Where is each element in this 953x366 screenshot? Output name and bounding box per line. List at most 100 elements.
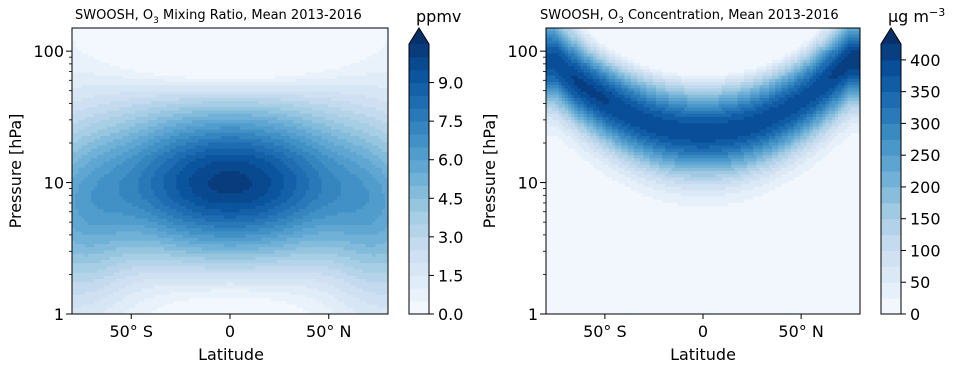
contour-cell [157, 85, 162, 89]
contour-cell [90, 75, 95, 80]
contour-cell [362, 164, 367, 169]
contour-cell [173, 101, 177, 105]
contour-cell [147, 113, 152, 118]
contour-cell [75, 56, 79, 61]
contour-cell [106, 129, 111, 134]
contour-cell [264, 82, 269, 86]
contour-cell [113, 28, 117, 32]
contour-cell [78, 37, 83, 42]
contour-cell [353, 34, 357, 39]
contour-cell [356, 139, 361, 143]
contour-cell [192, 142, 196, 147]
contour-cell [122, 85, 127, 89]
contour-cell [72, 158, 76, 163]
contour-cell [166, 66, 171, 70]
contour-cell [369, 113, 373, 118]
contour-cell [255, 75, 260, 80]
contour-cell [116, 180, 120, 185]
contour-cell [176, 50, 181, 55]
contour-cell [315, 132, 320, 137]
contour-cell [72, 155, 76, 159]
contour-cell [290, 75, 294, 80]
contour-cell [236, 180, 241, 185]
contour-cell [90, 110, 95, 115]
contour-cell [280, 180, 285, 185]
contour-cell [327, 43, 332, 48]
contour-cell [116, 53, 120, 58]
contour-cell [248, 145, 253, 150]
contour-cell [147, 28, 152, 32]
contour-cell [214, 142, 218, 147]
contour-cell [204, 91, 209, 96]
contour-cell [359, 34, 364, 39]
contour-cell [132, 180, 136, 185]
contour-cell [84, 37, 89, 42]
contour-cell [220, 142, 225, 147]
contour-cell [267, 78, 272, 83]
contour-cell [192, 116, 196, 121]
contour-cell [245, 171, 250, 175]
contour-cell [160, 177, 165, 182]
contour-cell [217, 158, 222, 163]
contour-cell [169, 180, 174, 185]
contour-cell [116, 43, 120, 48]
contour-cell [280, 167, 285, 172]
contour-cell [296, 161, 301, 166]
contour-cell [293, 123, 297, 128]
contour-cell [264, 94, 269, 99]
contour-cell [369, 82, 373, 86]
contour-cell [277, 34, 282, 39]
contour-cell [97, 72, 102, 77]
contour-cell [362, 78, 367, 83]
contour-cell [113, 158, 117, 163]
contour-cell [331, 123, 335, 128]
contour-cell [334, 174, 339, 178]
contour-cell [293, 158, 297, 163]
contour-cell [277, 50, 282, 55]
contour-cell [258, 82, 263, 86]
contour-cell [109, 158, 114, 163]
contour-cell [296, 56, 301, 61]
contour-cell [84, 164, 89, 169]
contour-cell [151, 43, 155, 48]
contour-cell [331, 155, 335, 159]
contour-cell [296, 113, 301, 118]
contour-cell [296, 123, 301, 128]
contour-cell [359, 88, 364, 93]
contour-cell [198, 129, 203, 134]
contour-cell [106, 161, 111, 166]
contour-cell [274, 85, 278, 89]
contour-cell [233, 123, 237, 128]
contour-cell [135, 97, 139, 102]
contour-cell [245, 78, 250, 83]
contour-cell [185, 47, 190, 51]
contour-cell [384, 91, 388, 96]
contour-cell [217, 174, 222, 178]
contour-cell [141, 151, 146, 156]
contour-cell [90, 116, 95, 121]
contour-cell [381, 164, 386, 169]
contour-cell [226, 148, 231, 153]
contour-cell [372, 94, 376, 99]
contour-cell [277, 47, 282, 51]
contour-cell [252, 145, 256, 150]
contour-cell [252, 107, 256, 112]
contour-cell [302, 66, 307, 70]
contour-cell [312, 40, 316, 45]
contour-cell [331, 158, 335, 163]
contour-cell [182, 104, 187, 109]
contour-cell [192, 139, 196, 143]
contour-cell [365, 164, 370, 169]
contour-cell [381, 31, 386, 35]
contour-cell [242, 158, 247, 163]
contour-cell [318, 132, 323, 137]
contour-cell [97, 75, 102, 80]
contour-cell [125, 183, 130, 188]
contour-cell [293, 88, 297, 93]
contour-cell [217, 53, 222, 58]
contour-cell [220, 161, 225, 166]
contour-cell [201, 85, 206, 89]
contour-cell [331, 59, 335, 64]
contour-cell [141, 148, 146, 153]
contour-cell [245, 50, 250, 55]
